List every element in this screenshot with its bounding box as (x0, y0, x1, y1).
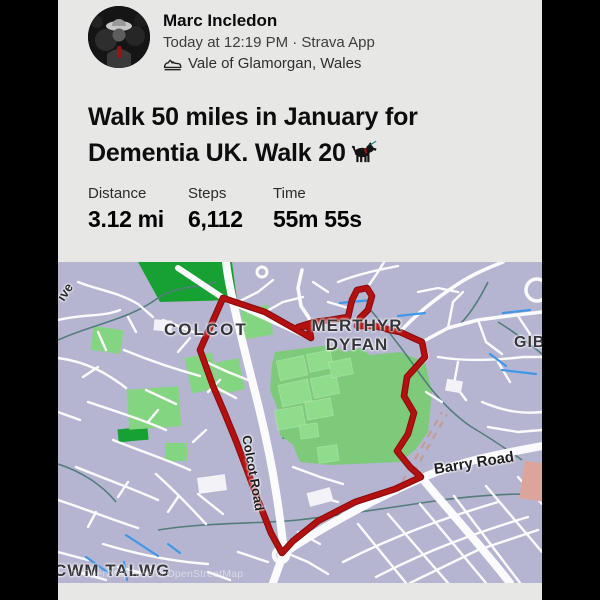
route-line (196, 284, 429, 557)
stat-value: 55m 55s (273, 206, 362, 232)
activity-card: Marc Incledon Today at 12:19 PM · Strava… (58, 0, 542, 600)
title-line-1: Walk 50 miles in January for (88, 103, 418, 131)
activity-meta: Today at 12:19 PM · Strava App (163, 34, 375, 51)
map-label-colcot: COLCOT (164, 320, 248, 339)
map-label-merthyr-dyfan: MERTHYR DYFAN (311, 316, 403, 354)
stat-time: Time 55m 55s (273, 185, 362, 233)
shoe-icon (163, 58, 182, 70)
map-attribution: © OpenMapTiles © OpenStreetMap (71, 568, 244, 580)
stats-row: Distance 3.12 mi Steps 6,112 Time 55m 55… (88, 185, 362, 233)
map-label-cwm-talwg: CWM TALWG (58, 561, 171, 580)
stat-label: Distance (88, 185, 147, 202)
avatar-photo (88, 6, 150, 68)
map-label-gib: GIB (514, 334, 542, 351)
water-lines (84, 298, 538, 582)
stat-distance: Distance 3.12 mi (88, 185, 188, 233)
route-map[interactable]: COLCOT MERTHYR DYFAN CWM TALWG GIB Barry… (58, 262, 542, 583)
building-blobs (153, 319, 463, 507)
building-pink (519, 460, 542, 502)
activity-title: Walk 50 miles in January for Dementia UK… (88, 99, 518, 171)
map-canvas (58, 262, 542, 583)
stat-value: 3.12 mi (88, 206, 164, 232)
title-line-2: Dementia UK. Walk 20 (88, 135, 518, 171)
allotment-patches (274, 349, 354, 464)
avatar[interactable] (88, 6, 150, 68)
dog-emoji (350, 138, 377, 163)
location-text: Vale of Glamorgan, Wales (188, 55, 362, 72)
author-name[interactable]: Marc Incledon (163, 11, 278, 30)
street-network (58, 262, 542, 583)
activity-location: Vale of Glamorgan, Wales (163, 55, 375, 73)
stat-label: Steps (188, 185, 227, 202)
stat-steps: Steps 6,112 (188, 185, 273, 233)
stat-label: Time (273, 185, 306, 202)
stat-value: 6,112 (188, 206, 243, 232)
